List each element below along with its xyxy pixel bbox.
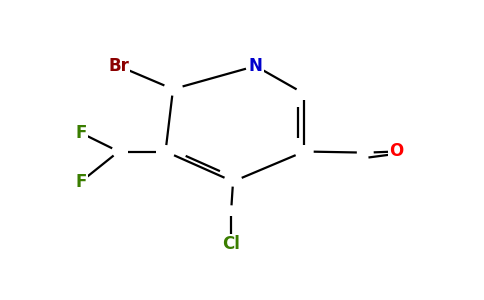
Text: Br: Br: [108, 57, 129, 75]
Text: F: F: [76, 172, 87, 190]
Text: N: N: [249, 57, 262, 75]
Text: Cl: Cl: [222, 235, 240, 253]
Text: O: O: [389, 142, 403, 160]
Text: F: F: [76, 124, 87, 142]
